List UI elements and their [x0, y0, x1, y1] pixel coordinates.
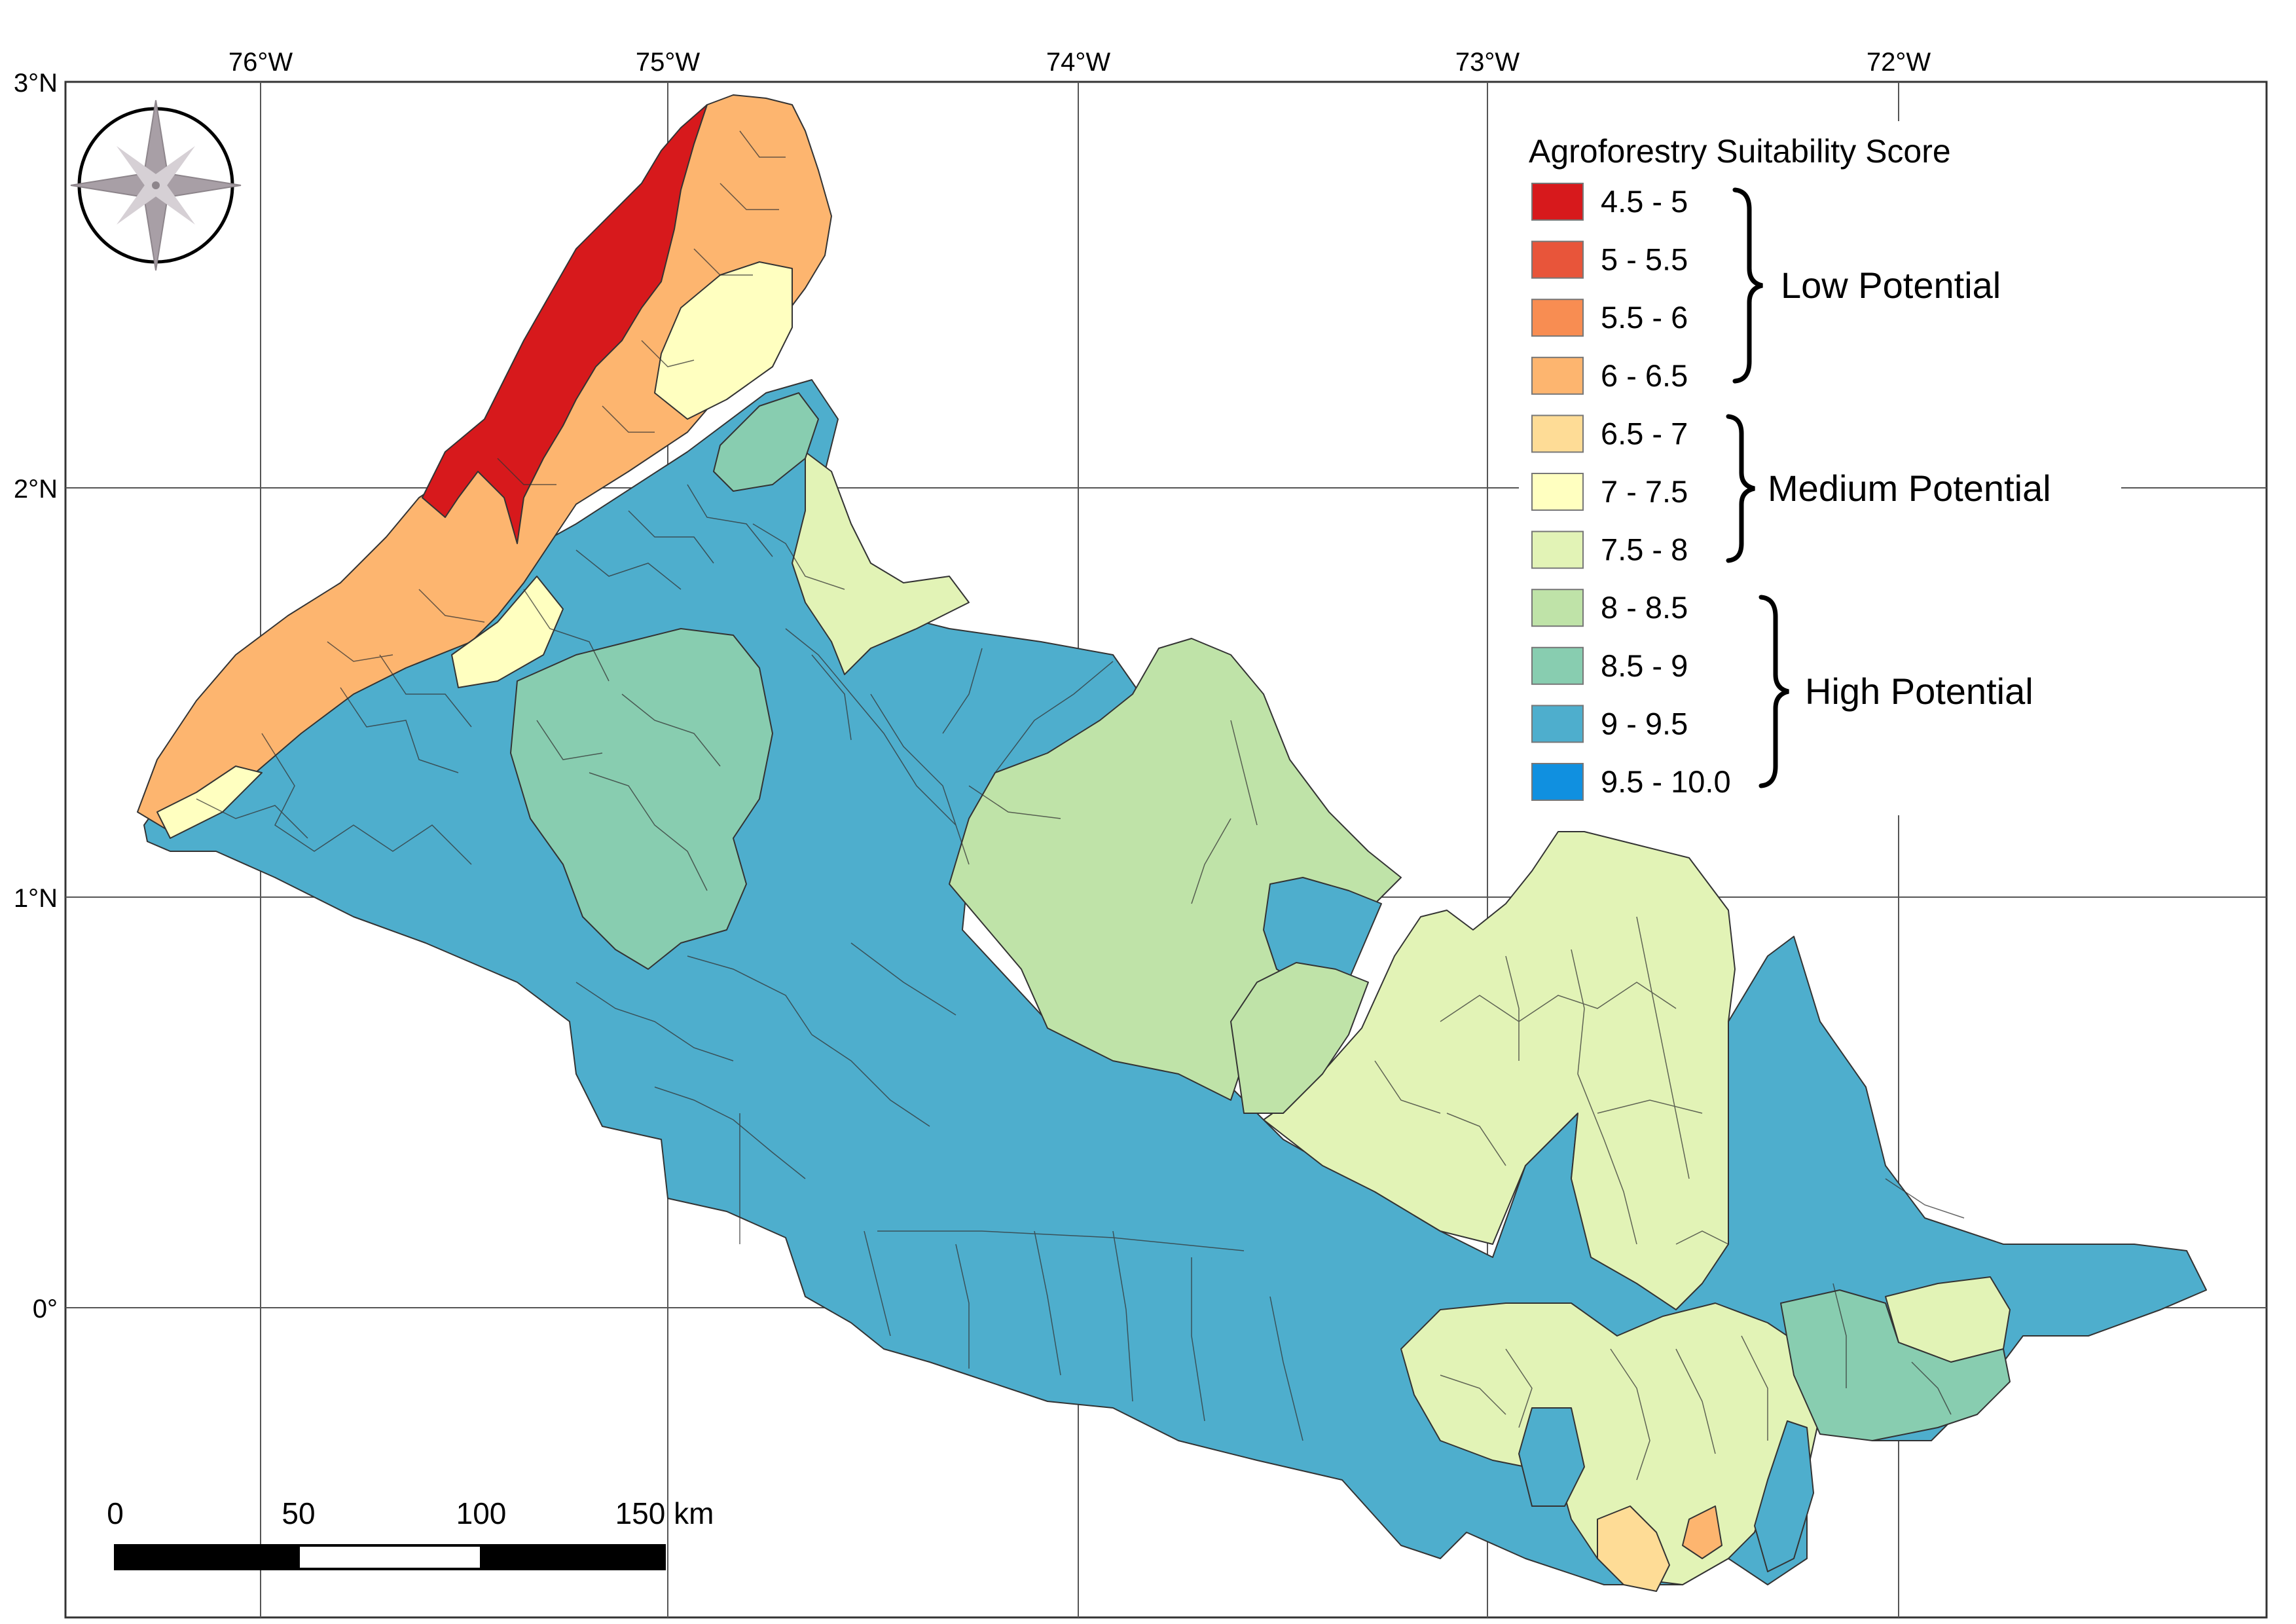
tick-76w: 76°W — [228, 48, 293, 77]
left-tick-labels: 3°N 2°N 1°N 0° — [14, 69, 58, 1323]
legend-swatch — [1531, 530, 1584, 569]
legend-label: 6.5 - 7 — [1601, 416, 1688, 451]
legend-label: 5.5 - 6 — [1601, 300, 1688, 335]
internal-boundaries — [196, 130, 1965, 1481]
legend-label: 8.5 - 9 — [1601, 648, 1688, 683]
low-potential-brace — [1732, 187, 1763, 384]
scale-label-50: 50 — [282, 1496, 315, 1530]
tick-0: 0° — [33, 1295, 58, 1323]
tick-74w: 74°W — [1046, 48, 1110, 77]
legend-background — [1519, 121, 2121, 815]
tick-72w: 72°W — [1867, 48, 1931, 77]
region-high-8.5-9-southeast — [1780, 1289, 2011, 1441]
region-medium-7.5-8-north — [792, 451, 970, 675]
legend-label: 9 - 9.5 — [1601, 706, 1688, 741]
top-tick-labels: 76°W 75°W 74°W 73°W 72°W — [228, 48, 1931, 77]
scale-label-100: 100 — [456, 1496, 507, 1530]
region-low-6-6.5-south — [1682, 1505, 1722, 1559]
region-medium-7.5-8-east — [1263, 831, 1736, 1310]
legend: Agroforestry Suitability Score 4.5 - 5 5 … — [1519, 121, 2121, 815]
region-medium-7-7.5-c — [156, 766, 263, 839]
legend-swatch — [1531, 299, 1584, 337]
scale-segment-2 — [297, 1544, 483, 1570]
medium-potential-brace — [1726, 414, 1755, 563]
legend-swatch — [1531, 240, 1584, 279]
scale-segment-3 — [480, 1544, 666, 1570]
high-potential-brace — [1758, 595, 1789, 788]
legend-label: 7 - 7.5 — [1601, 474, 1688, 509]
tick-2n: 2°N — [14, 475, 58, 504]
scale-label-150km: 150 km — [615, 1496, 714, 1530]
legend-label: 5 - 5.5 — [1601, 242, 1688, 277]
tick-1n: 1°N — [14, 884, 58, 913]
compass-rose-icon — [70, 100, 242, 271]
region-medium-6.5-7 — [1597, 1505, 1670, 1592]
map-regions — [137, 94, 2207, 1592]
region-medium-7-7.5-b — [451, 576, 564, 688]
region-high-9-9.5-south-1 — [1518, 1407, 1585, 1507]
low-potential-label: Low Potential — [1781, 265, 2001, 306]
legend-label: 6 - 6.5 — [1601, 358, 1688, 393]
scale-segment-1 — [114, 1544, 300, 1570]
legend-swatch — [1531, 705, 1584, 743]
region-high-8-8.5-east — [949, 638, 1402, 1101]
region-high-8-8.5-strip — [1230, 962, 1369, 1114]
scale-label-0: 0 — [107, 1496, 124, 1530]
legend-label: 7.5 - 8 — [1601, 532, 1688, 567]
legend-swatch — [1531, 646, 1584, 685]
legend-label: 8 - 8.5 — [1601, 590, 1688, 625]
high-potential-label: High Potential — [1805, 671, 2033, 712]
legend-swatch — [1531, 589, 1584, 627]
region-medium-7-7.5 — [654, 261, 793, 420]
tick-75w: 75°W — [636, 48, 700, 77]
region-high-8.5-9-central — [510, 628, 773, 970]
tick-3n: 3°N — [14, 69, 58, 98]
medium-potential-label: Medium Potential — [1768, 468, 2051, 509]
scale-bar: 0 50 100 150 km — [107, 1496, 714, 1570]
region-high-9-9.5-south-2 — [1754, 1420, 1814, 1572]
region-low-4.5-5 — [422, 104, 708, 544]
legend-title: Agroforestry Suitability Score — [1529, 133, 1951, 170]
legend-swatch — [1531, 183, 1584, 221]
legend-label: 4.5 - 5 — [1601, 184, 1688, 219]
legend-swatch — [1531, 356, 1584, 395]
region-high-8.5-9-north — [713, 392, 819, 492]
legend-swatch — [1531, 473, 1584, 511]
legend-swatch — [1531, 415, 1584, 453]
legend-swatch — [1531, 763, 1584, 801]
tick-73w: 73°W — [1455, 48, 1520, 77]
legend-label: 9.5 - 10.0 — [1601, 764, 1731, 799]
